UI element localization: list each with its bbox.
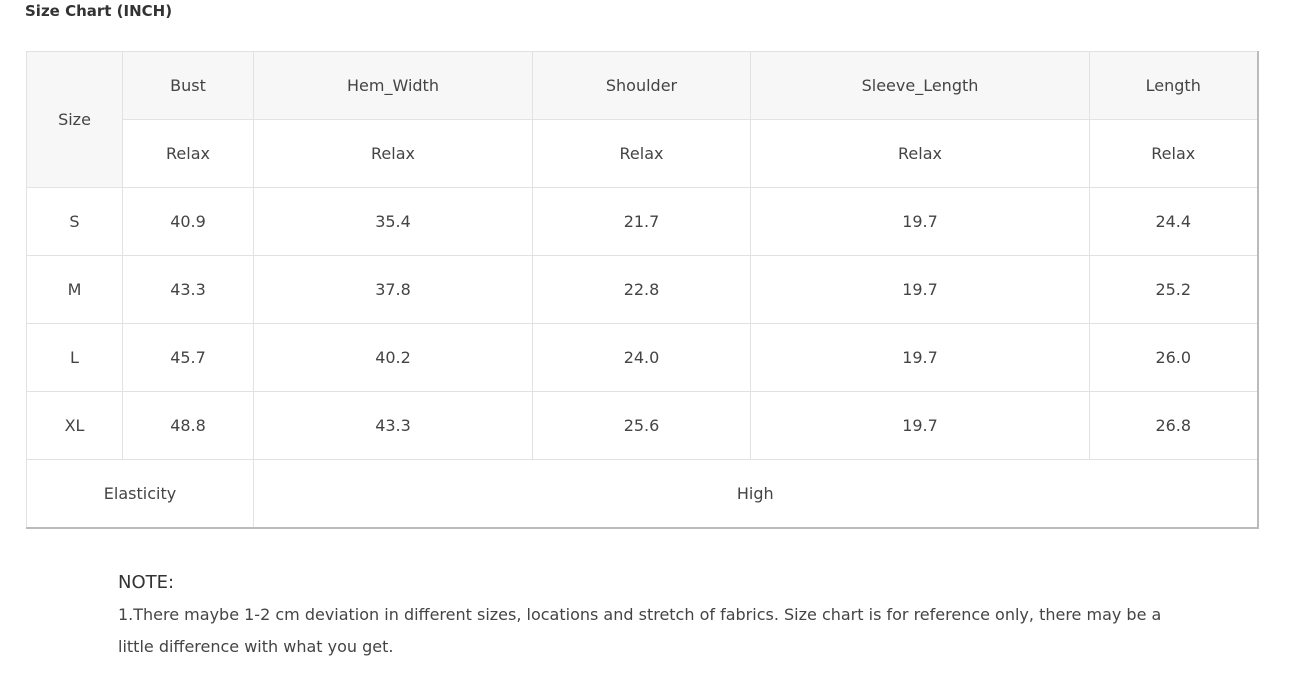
sub-header: Relax [532,119,751,188]
value-cell: 24.4 [1089,187,1258,256]
sub-header: Relax [122,119,254,188]
note-section: NOTE: 1.There maybe 1-2 cm deviation in … [118,572,1198,663]
table-row: XL 48.8 43.3 25.6 19.7 26.8 [26,391,1258,460]
column-header: Hem_Width [253,51,533,120]
table-row: L 45.7 40.2 24.0 19.7 26.0 [26,323,1258,392]
page-title: Size Chart (INCH) [25,2,173,20]
elasticity-row: Elasticity High [26,459,1258,529]
value-cell: 35.4 [253,187,533,256]
value-cell: 25.6 [532,391,751,460]
value-cell: 26.0 [1089,323,1258,392]
value-cell: 45.7 [122,323,254,392]
value-cell: 21.7 [532,187,751,256]
column-header: Sleeve_Length [750,51,1090,120]
size-chart-table: Size Bust Hem_Width Shoulder Sleeve_Leng… [26,51,1259,529]
table-row: S 40.9 35.4 21.7 19.7 24.4 [26,187,1258,256]
value-cell: 48.8 [122,391,254,460]
value-cell: 19.7 [750,255,1090,324]
value-cell: 19.7 [750,323,1090,392]
value-cell: 22.8 [532,255,751,324]
value-cell: 24.0 [532,323,751,392]
value-cell: 37.8 [253,255,533,324]
size-cell: S [26,187,123,256]
elasticity-value: High [253,459,1258,529]
sub-header: Relax [750,119,1090,188]
elasticity-label: Elasticity [26,459,254,529]
value-cell: 43.3 [253,391,533,460]
size-cell: M [26,255,123,324]
subheader-row: Relax Relax Relax Relax Relax [27,119,1258,188]
column-header: Bust [122,51,254,120]
sub-header: Relax [253,119,533,188]
size-cell: L [26,323,123,392]
value-cell: 43.3 [122,255,254,324]
sub-header: Relax [1089,119,1258,188]
size-header: Size [26,51,123,188]
value-cell: 40.9 [122,187,254,256]
note-title: NOTE: [118,572,175,593]
column-header: Length [1089,51,1258,120]
value-cell: 26.8 [1089,391,1258,460]
value-cell: 25.2 [1089,255,1258,324]
value-cell: 19.7 [750,187,1090,256]
size-cell: XL [26,391,123,460]
table-row: M 43.3 37.8 22.8 19.7 25.2 [26,255,1258,324]
value-cell: 19.7 [750,391,1090,460]
note-text: 1.There maybe 1-2 cm deviation in differ… [118,605,1162,656]
value-cell: 40.2 [253,323,533,392]
column-header: Shoulder [532,51,751,120]
header-row: Size Bust Hem_Width Shoulder Sleeve_Leng… [26,51,1258,188]
